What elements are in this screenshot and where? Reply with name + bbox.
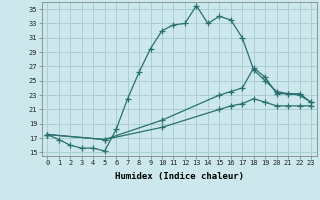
X-axis label: Humidex (Indice chaleur): Humidex (Indice chaleur) bbox=[115, 172, 244, 181]
